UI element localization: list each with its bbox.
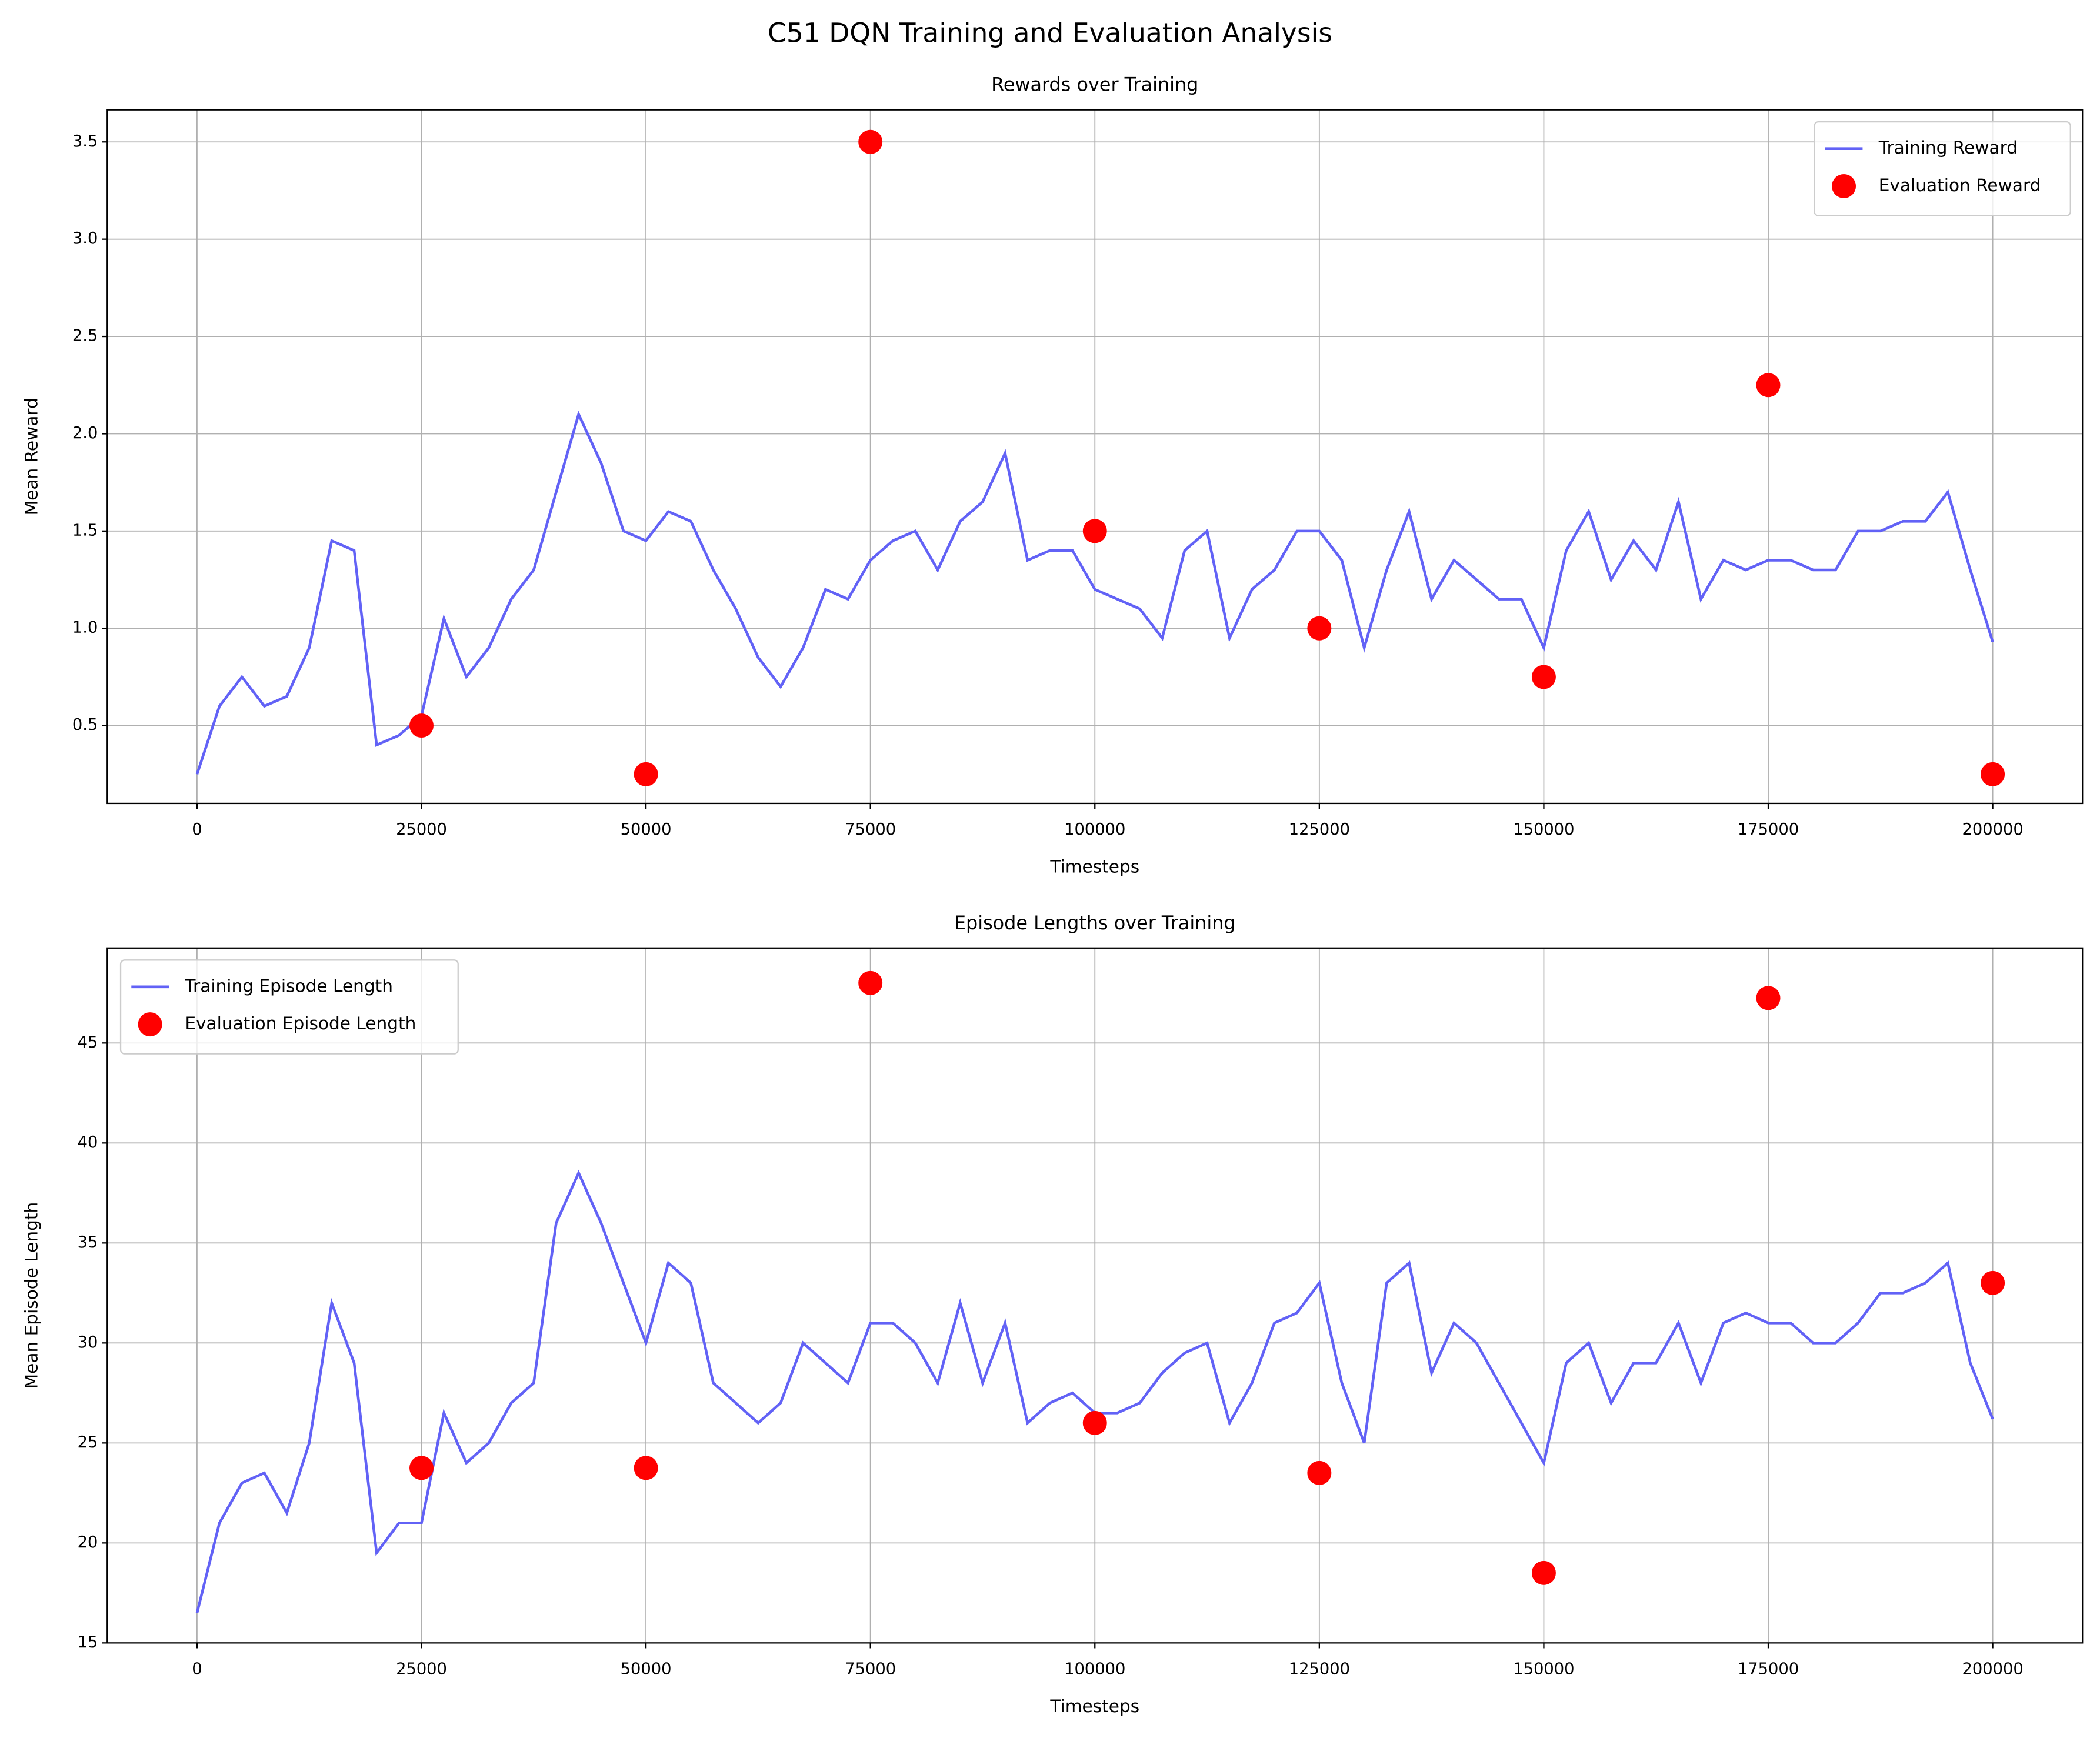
y-tick-label: 0.5 xyxy=(72,716,98,734)
x-tick-label: 25000 xyxy=(396,820,447,839)
eval-point xyxy=(858,129,883,154)
x-tick-label: 75000 xyxy=(845,1660,896,1678)
y-tick-label: 20 xyxy=(78,1533,98,1552)
x-tick-label: 100000 xyxy=(1064,1660,1125,1678)
legend-box xyxy=(1814,121,2071,216)
y-tick-label: 45 xyxy=(78,1033,98,1052)
x-tick-label: 150000 xyxy=(1513,820,1574,839)
legend-swatch xyxy=(1832,174,1856,198)
y-tick-label: 1.0 xyxy=(72,619,98,637)
plot-frame xyxy=(106,947,2084,1644)
eval-point xyxy=(634,1456,658,1480)
legend-box xyxy=(119,959,459,1055)
y-tick-label: 3.0 xyxy=(72,229,98,248)
x-tick-label: 125000 xyxy=(1289,1660,1350,1678)
eval-point xyxy=(634,762,658,786)
x-tick-label: 200000 xyxy=(1962,1660,2024,1678)
eval-point xyxy=(1981,762,2005,786)
y-axis-label: Mean Episode Length xyxy=(21,1202,41,1389)
x-tick-label: 100000 xyxy=(1064,820,1125,839)
x-axis-label: Timesteps xyxy=(1049,1696,1139,1716)
subplot: Episode Lengths over Training 0 25000 50000… xyxy=(21,912,2084,1716)
x-tick-label: 75000 xyxy=(845,820,896,839)
x-tick-label: 0 xyxy=(192,820,202,839)
eval-point xyxy=(1307,1460,1332,1485)
eval-point xyxy=(1756,373,1781,398)
legend-label: Evaluation Episode Length xyxy=(185,1013,416,1033)
y-tick-label: 30 xyxy=(78,1333,98,1352)
eval-point xyxy=(1531,1560,1556,1585)
x-tick-label: 50000 xyxy=(621,1660,672,1678)
eval-point xyxy=(1531,665,1556,689)
y-tick-label: 3.5 xyxy=(72,132,98,151)
y-tick-label: 2.0 xyxy=(72,424,98,442)
eval-point xyxy=(409,713,434,738)
y-tick-label: 35 xyxy=(78,1233,98,1252)
x-tick-label: 175000 xyxy=(1738,820,1799,839)
x-tick-label: 150000 xyxy=(1513,1660,1574,1678)
x-tick-label: 175000 xyxy=(1738,1660,1799,1678)
x-tick-label: 125000 xyxy=(1289,820,1350,839)
y-tick-label: 1.5 xyxy=(72,521,98,539)
legend-swatch xyxy=(138,1012,162,1037)
x-axis-label: Timesteps xyxy=(1049,857,1139,877)
eval-point xyxy=(1756,986,1781,1010)
eval-point xyxy=(1082,519,1107,543)
y-tick-label: 40 xyxy=(78,1133,98,1152)
x-tick-label: 50000 xyxy=(621,820,672,839)
eval-point xyxy=(1981,1270,2005,1295)
eval-point xyxy=(1082,1410,1107,1435)
legend-label: Training Episode Length xyxy=(184,976,393,996)
figure-title: C51 DQN Training and Evaluation Analysis xyxy=(768,18,1332,49)
eval-point xyxy=(858,970,883,995)
x-tick-label: 0 xyxy=(192,1660,202,1678)
training-line xyxy=(195,410,1994,775)
y-tick-label: 25 xyxy=(78,1433,98,1452)
subplot: Rewards over Training 0 25000 50000 75000 100… xyxy=(21,74,2084,877)
x-tick-label: 25000 xyxy=(396,1660,447,1678)
eval-point xyxy=(409,1456,434,1480)
x-tick-label: 200000 xyxy=(1962,820,2024,839)
y-axis-label: Mean Reward xyxy=(21,398,41,515)
y-tick-label: 2.5 xyxy=(72,327,98,345)
subplot-title: Episode Lengths over Training xyxy=(954,912,1236,934)
y-tick-label: 15 xyxy=(78,1633,98,1652)
subplot-title: Rewards over Training xyxy=(991,74,1198,96)
plot-frame xyxy=(106,109,2084,805)
legend-label: Evaluation Reward xyxy=(1879,175,2041,195)
legend-label: Training Reward xyxy=(1878,138,2018,158)
eval-point xyxy=(1307,616,1332,641)
